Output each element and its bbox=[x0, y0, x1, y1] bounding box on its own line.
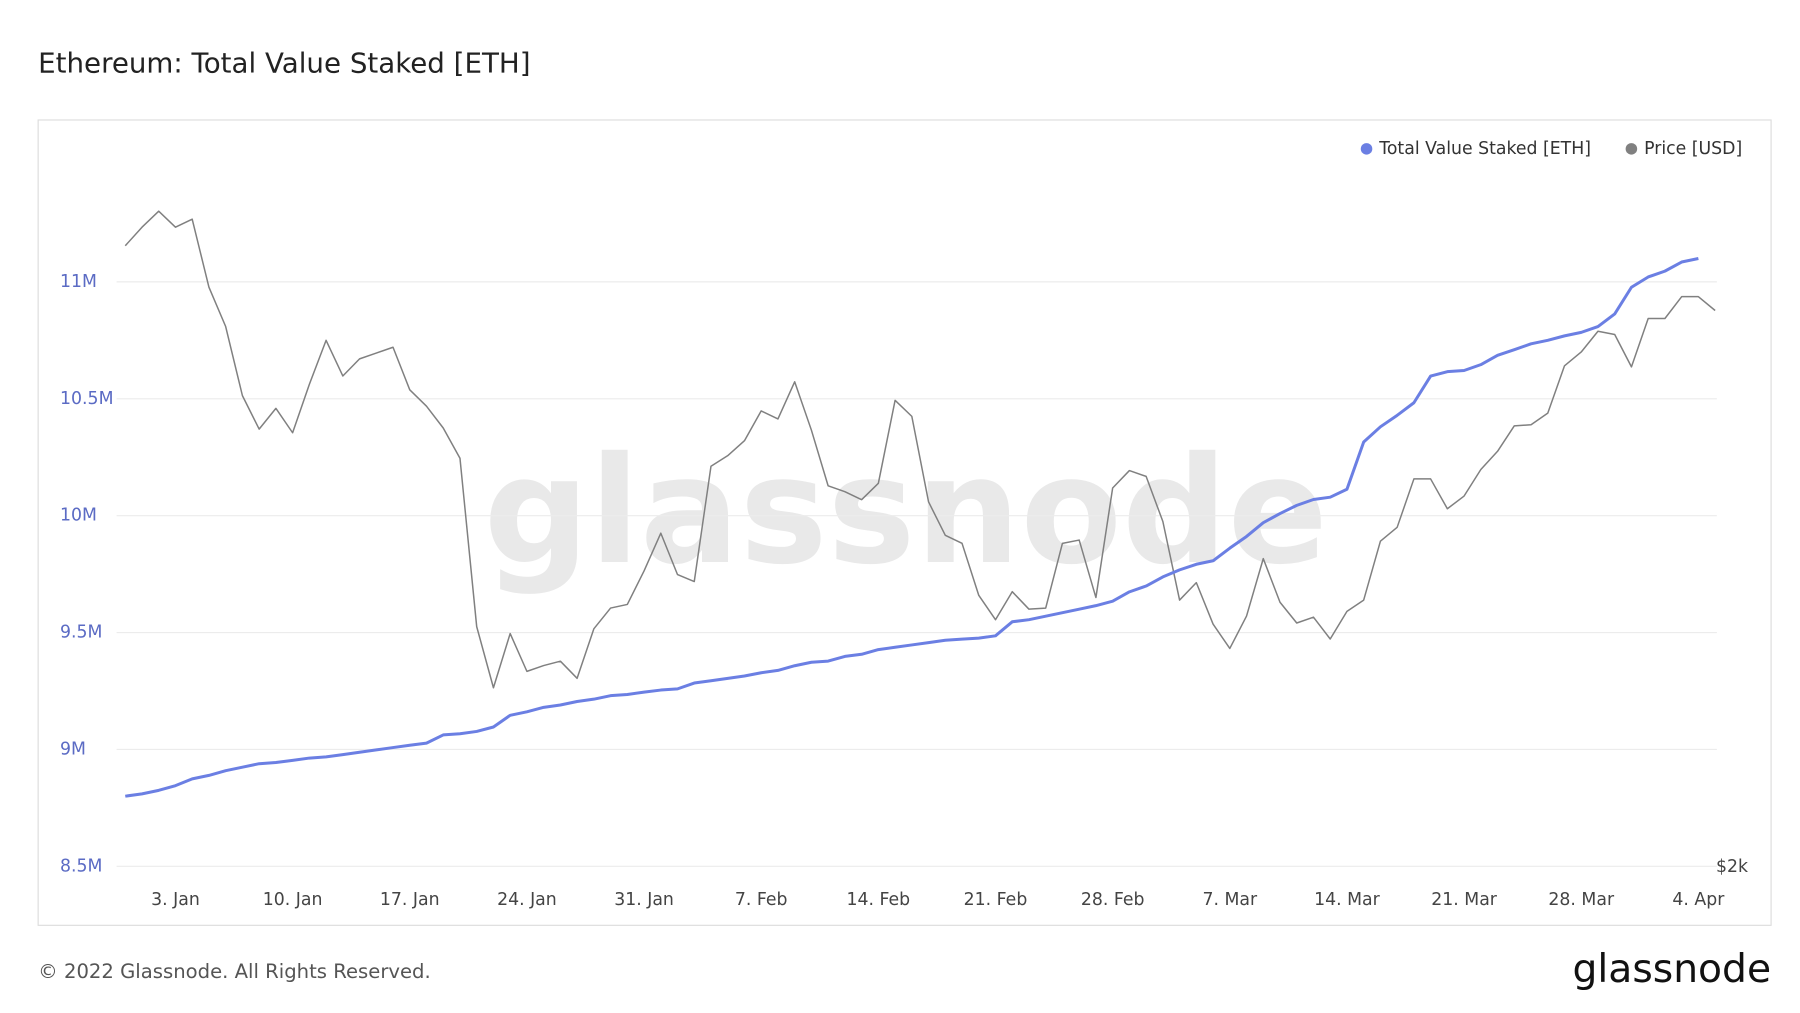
series-line bbox=[124, 210, 1716, 689]
x-tick-label: 10. Jan bbox=[263, 890, 323, 910]
copyright: © 2022 Glassnode. All Rights Reserved. bbox=[38, 960, 431, 983]
legend-marker bbox=[1360, 143, 1373, 155]
legend-label: Total Value Staked [ETH] bbox=[1378, 139, 1591, 159]
x-tick-label: 17. Jan bbox=[380, 890, 440, 910]
x-tick-label: 7. Feb bbox=[735, 890, 788, 910]
watermark: glassnode bbox=[484, 425, 1328, 597]
y-tick-label: 10M bbox=[60, 506, 97, 526]
series-line bbox=[125, 257, 1699, 798]
x-tick-label: 14. Mar bbox=[1314, 890, 1381, 910]
y-tick-label: 11M bbox=[60, 272, 97, 292]
y-tick-label: 8.5M bbox=[60, 856, 102, 876]
plot-frame bbox=[37, 119, 1772, 926]
x-tick-label: 14. Feb bbox=[847, 890, 911, 910]
legend-marker bbox=[1625, 143, 1638, 155]
y-tick-label: 10.5M bbox=[60, 389, 113, 409]
x-tick-label: 3. Jan bbox=[151, 890, 200, 910]
x-tick-label: 21. Mar bbox=[1431, 890, 1498, 910]
x-tick-label: 7. Mar bbox=[1202, 890, 1258, 910]
x-tick-label: 31. Jan bbox=[614, 890, 674, 910]
y2-tick-label: $2k bbox=[1716, 857, 1748, 877]
x-tick-label: 21. Feb bbox=[964, 890, 1028, 910]
x-tick-label: 24. Jan bbox=[497, 890, 557, 910]
x-tick-label: 28. Feb bbox=[1081, 890, 1145, 910]
logo: glassnode bbox=[1573, 947, 1772, 992]
legend-label: Price [USD] bbox=[1644, 139, 1742, 159]
y-tick-label: 9M bbox=[60, 739, 86, 759]
chart-title: Ethereum: Total Value Staked [ETH] bbox=[38, 47, 530, 80]
x-tick-label: 28. Mar bbox=[1548, 890, 1615, 910]
y-tick-label: 9.5M bbox=[60, 623, 102, 643]
x-tick-label: 4. Apr bbox=[1672, 890, 1725, 910]
